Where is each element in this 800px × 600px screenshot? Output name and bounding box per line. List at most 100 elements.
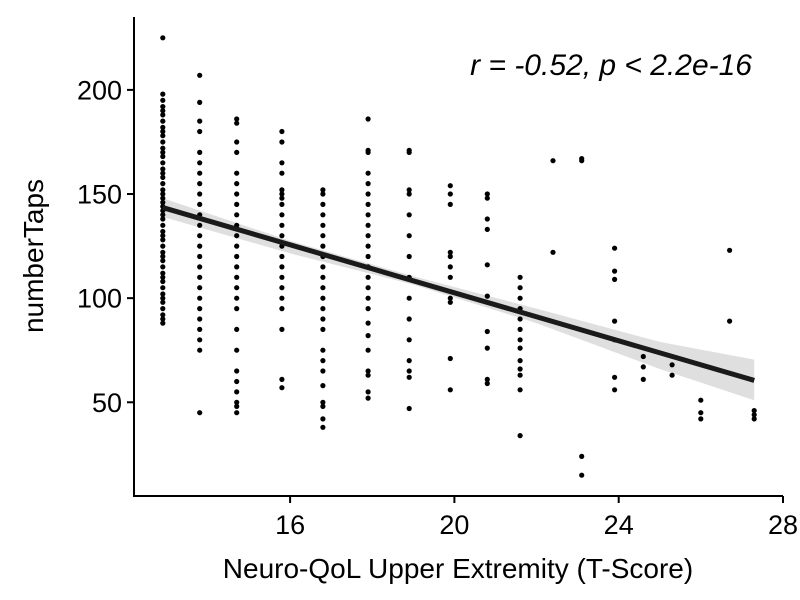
data-point: [160, 191, 166, 197]
data-point: [160, 299, 166, 305]
data-point: [160, 243, 166, 249]
data-point: [517, 326, 523, 332]
data-point: [365, 116, 371, 122]
y-tick-label: 100: [77, 284, 122, 314]
data-point: [365, 295, 371, 301]
data-point: [160, 108, 166, 114]
data-point: [406, 374, 412, 380]
data-point: [160, 170, 166, 176]
data-point: [550, 158, 556, 164]
data-point: [365, 222, 371, 228]
data-point: [234, 326, 240, 332]
data-point: [160, 249, 166, 255]
data-point: [517, 358, 523, 364]
data-point: [160, 258, 166, 264]
data-point: [612, 374, 618, 380]
data-point: [160, 104, 166, 110]
data-point: [320, 416, 326, 422]
data-point: [197, 160, 203, 166]
regression-line-layer: [162, 205, 755, 383]
data-point: [160, 139, 166, 145]
data-point: [279, 376, 285, 382]
data-point: [197, 285, 203, 291]
data-point: [365, 347, 371, 353]
data-point: [197, 191, 203, 197]
data-point: [447, 295, 453, 301]
data-point: [234, 253, 240, 260]
data-point: [197, 170, 203, 176]
data-point: [197, 306, 203, 312]
data-point: [365, 201, 371, 207]
data-point: [406, 316, 412, 322]
x-tick-label: 28: [768, 510, 798, 540]
data-point: [698, 397, 704, 403]
data-point: [197, 410, 203, 416]
data-point: [160, 216, 166, 222]
data-point: [197, 274, 203, 280]
data-point: [160, 112, 166, 118]
data-point: [612, 268, 618, 274]
data-point: [279, 285, 285, 291]
data-point: [517, 433, 523, 439]
data-point: [727, 318, 733, 324]
data-point: [365, 333, 371, 339]
data-point: [447, 183, 453, 189]
data-point: [751, 412, 757, 418]
data-point: [160, 253, 166, 260]
data-point: [197, 264, 203, 270]
data-point: [160, 187, 166, 193]
data-point: [160, 145, 166, 151]
data-point: [197, 347, 203, 353]
data-point: [160, 233, 166, 239]
data-point: [320, 403, 326, 409]
data-point: [279, 295, 285, 301]
y-axis-title: numberTaps: [18, 179, 49, 333]
data-point: [751, 408, 757, 414]
data-point: [517, 285, 523, 291]
data-point: [612, 276, 618, 282]
data-point: [234, 149, 240, 155]
data-point: [406, 212, 412, 218]
data-point: [447, 355, 453, 362]
data-point: [197, 99, 203, 105]
data-point: [517, 366, 523, 372]
data-point: [197, 72, 203, 78]
data-point: [160, 174, 166, 180]
data-point: [320, 306, 326, 312]
data-point: [279, 222, 285, 228]
data-point: [406, 337, 412, 343]
data-point: [197, 149, 203, 155]
data-point: [447, 201, 453, 207]
data-point: [484, 380, 490, 387]
data-point: [406, 295, 412, 301]
data-points-layer: [160, 35, 757, 478]
data-point: [279, 139, 285, 145]
data-point: [365, 395, 371, 401]
data-point: [447, 264, 453, 270]
data-point: [160, 149, 166, 155]
data-point: [406, 368, 412, 374]
data-point: [517, 345, 523, 351]
data-point: [320, 212, 326, 218]
data-point: [320, 347, 326, 353]
data-point: [197, 118, 203, 124]
x-tick-label: 16: [275, 510, 305, 540]
data-point: [160, 35, 166, 41]
data-point: [234, 274, 240, 280]
data-point: [517, 387, 523, 393]
data-point: [406, 405, 412, 412]
data-point: [612, 318, 618, 324]
data-point: [234, 191, 240, 197]
y-tick-label: 150: [77, 180, 122, 210]
data-point: [234, 233, 240, 239]
data-point: [612, 387, 618, 393]
data-point: [197, 253, 203, 260]
data-point: [234, 243, 240, 249]
data-point: [406, 187, 412, 193]
x-tick-label: 24: [604, 510, 634, 540]
data-point: [365, 285, 371, 291]
data-point: [447, 387, 453, 393]
data-point: [160, 291, 166, 297]
correlation-annotation: r = -0.52, p < 2.2e-16: [470, 49, 752, 82]
confidence-band: [162, 198, 755, 401]
